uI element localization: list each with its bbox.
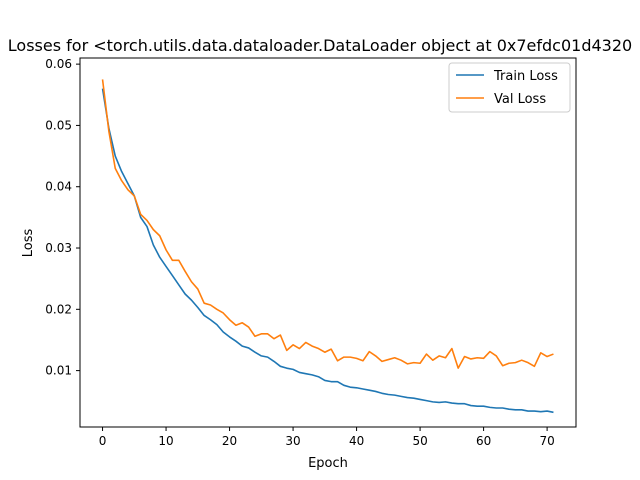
series-line-val-loss bbox=[101, 79, 554, 369]
y-tick-label: 0.05 bbox=[45, 118, 72, 132]
x-tick-label: 70 bbox=[539, 434, 554, 448]
y-tick-label: 0.03 bbox=[45, 241, 72, 255]
x-tick-label: 10 bbox=[158, 434, 173, 448]
legend-label-val-loss: Val Loss bbox=[494, 92, 546, 107]
legend: Train Loss Val Loss bbox=[448, 62, 571, 113]
x-axis: 0 10 20 30 40 50 60 70 bbox=[99, 427, 555, 448]
series-line-train-loss bbox=[101, 88, 554, 414]
chart-title: Losses for <torch.utils.data.dataloader.… bbox=[8, 36, 632, 55]
x-tick-label: 0 bbox=[99, 434, 107, 448]
y-tick-label: 0.06 bbox=[45, 57, 72, 71]
y-tick-label: 0.02 bbox=[45, 302, 72, 316]
y-tick-label: 0.04 bbox=[45, 180, 72, 194]
plot-lines bbox=[101, 79, 554, 414]
y-tick-label: 0.01 bbox=[45, 364, 72, 378]
x-axis-label: Epoch bbox=[308, 456, 348, 471]
x-tick-label: 60 bbox=[476, 434, 491, 448]
legend-label-train-loss: Train Loss bbox=[493, 69, 558, 84]
y-axis-label: Loss bbox=[21, 229, 36, 258]
x-tick-label: 20 bbox=[222, 434, 237, 448]
x-tick-label: 30 bbox=[285, 434, 300, 448]
y-axis: 0.01 0.02 0.03 0.04 0.05 0.06 bbox=[45, 57, 80, 378]
x-tick-label: 50 bbox=[412, 434, 427, 448]
x-tick-label: 40 bbox=[349, 434, 364, 448]
plot-frame bbox=[79, 57, 577, 428]
